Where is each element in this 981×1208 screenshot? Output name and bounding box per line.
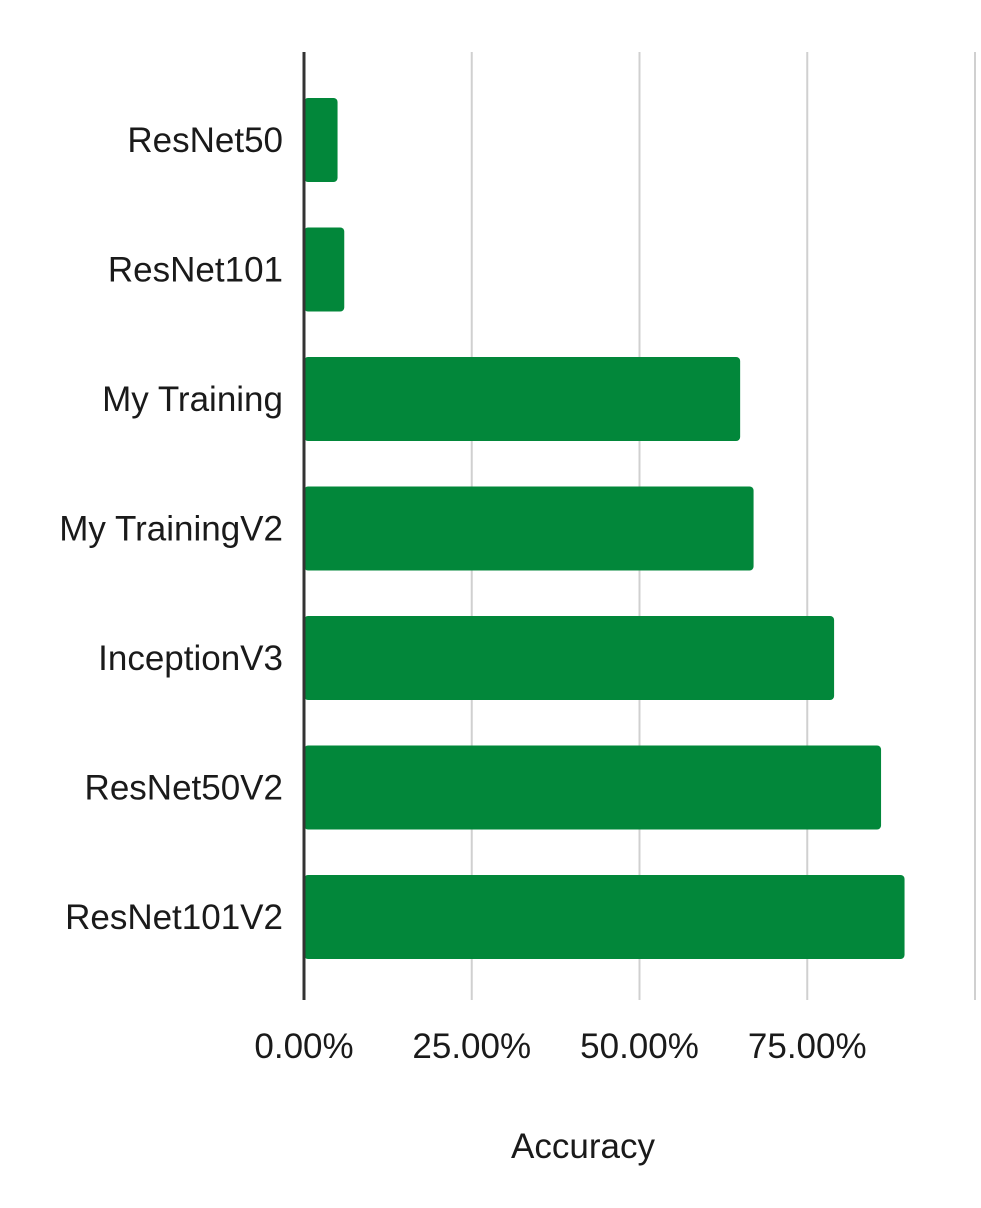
x-tick-labels: 0.00% 25.00% 50.00% 75.00% <box>254 1027 866 1066</box>
bar-resnet50v2 <box>304 745 882 830</box>
x-tick-label: 0.00% <box>254 1027 353 1066</box>
category-label: My TrainingV2 <box>59 510 283 549</box>
bar-resnet101 <box>304 227 345 312</box>
category-label: ResNet50V2 <box>85 769 283 808</box>
bar-inceptionv3 <box>304 616 835 700</box>
category-label: ResNet101 <box>108 251 283 290</box>
category-label: ResNet101V2 <box>65 898 283 937</box>
bar-my-trainingv2 <box>304 486 754 571</box>
category-label: My Training <box>102 380 283 419</box>
bar-resnet50 <box>304 98 338 182</box>
bar-resnet101v2 <box>304 875 905 959</box>
x-axis-title: Accuracy <box>511 1127 655 1166</box>
category-label: InceptionV3 <box>98 639 283 678</box>
x-tick-label: 50.00% <box>580 1027 699 1066</box>
x-tick-label: 25.00% <box>412 1027 531 1066</box>
category-labels: ResNet50 ResNet101 My Training My TrainingV… <box>59 121 283 937</box>
bars <box>304 98 905 959</box>
x-tick-label: 75.00% <box>748 1027 867 1066</box>
category-label: ResNet50 <box>127 121 283 160</box>
bar-my-training <box>304 357 741 441</box>
